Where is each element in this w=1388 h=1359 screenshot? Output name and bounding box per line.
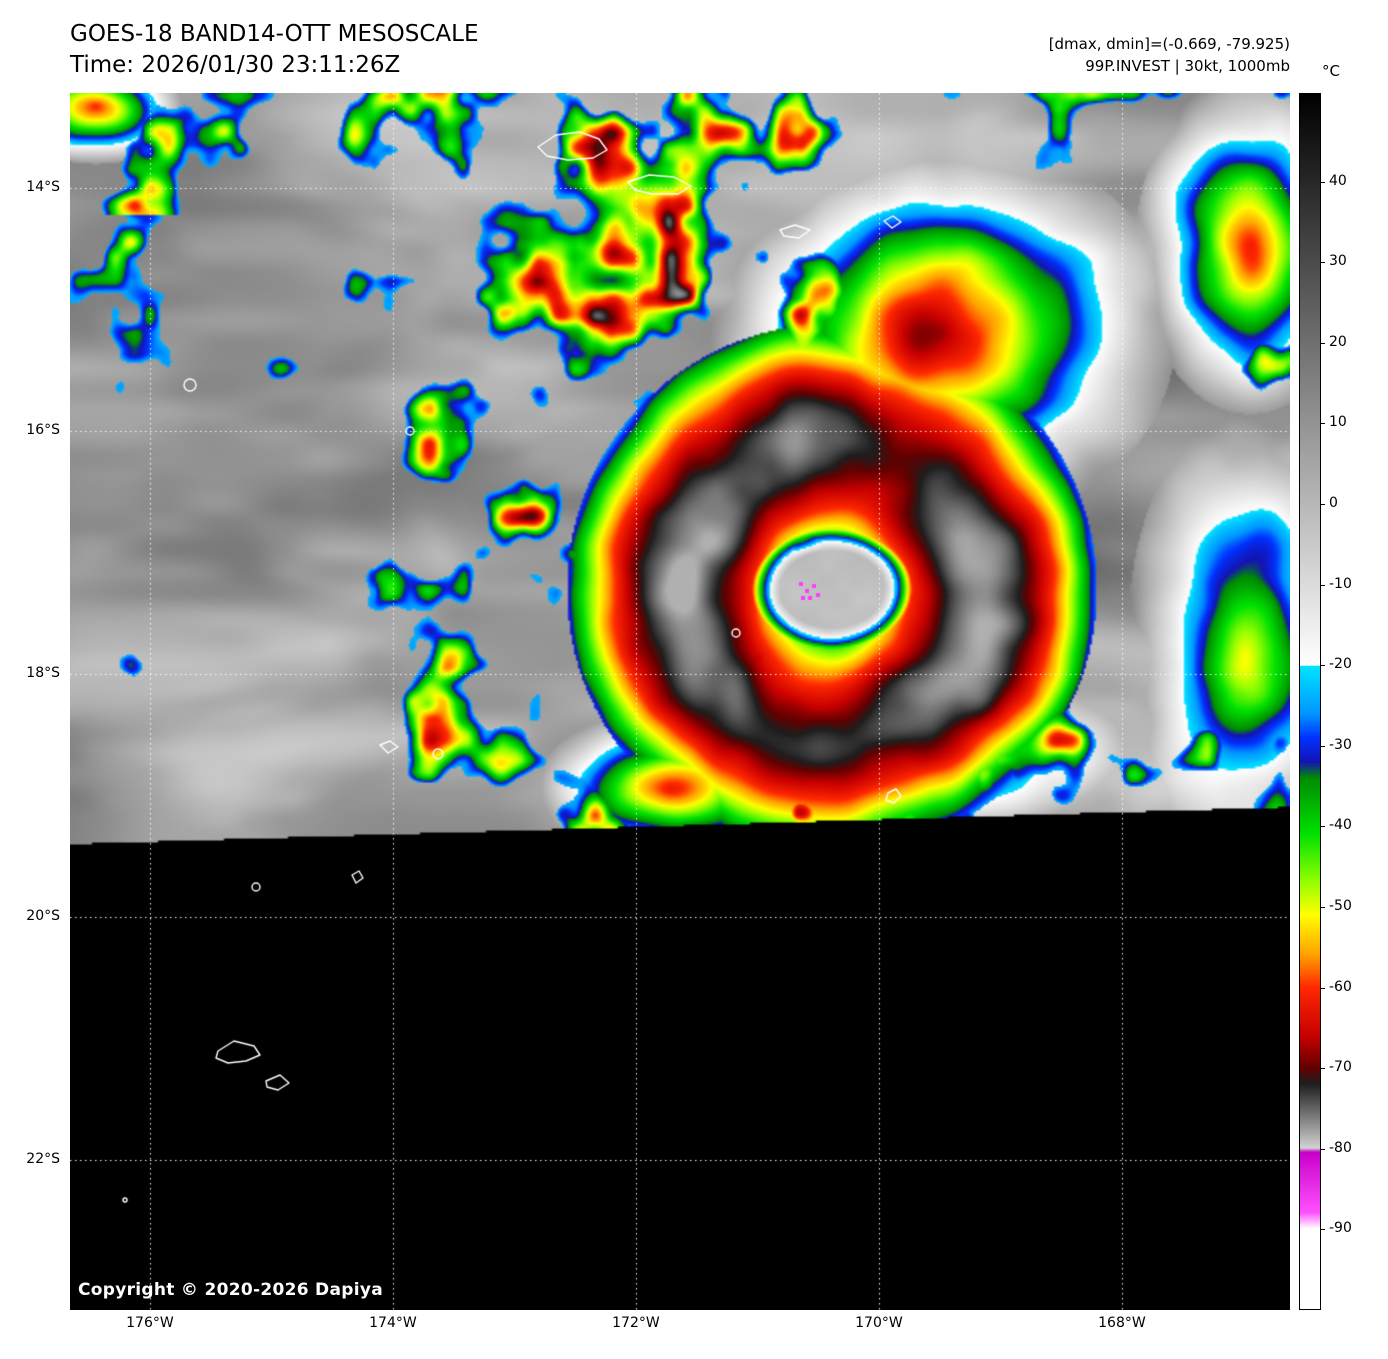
colorbar-tick-mark bbox=[1321, 423, 1325, 425]
colorbar-tick-label: -10 bbox=[1329, 575, 1352, 592]
colorbar-tick-mark bbox=[1321, 342, 1325, 344]
colorbar-tick-label: 30 bbox=[1329, 253, 1347, 270]
colorbar-unit-label: °C bbox=[1322, 62, 1340, 80]
colorbar-tick-mark bbox=[1321, 826, 1325, 828]
colorbar-tick-label: -60 bbox=[1329, 978, 1352, 995]
lon-tick-label: 168°W bbox=[1098, 1315, 1146, 1331]
colorbar-tick-mark bbox=[1321, 181, 1325, 183]
colorbar-tick-label: 20 bbox=[1329, 333, 1347, 350]
latitude-axis: 14°S 16°S 18°S 20°S 22°S bbox=[0, 93, 64, 1310]
colorbar-tick-mark bbox=[1321, 262, 1325, 264]
longitude-axis: 176°W 174°W 172°W 170°W 168°W bbox=[70, 1315, 1290, 1341]
colorbar-tick-mark bbox=[1321, 504, 1325, 506]
colorbar-tick-label: -70 bbox=[1329, 1059, 1352, 1076]
lat-tick-label: 14°S bbox=[26, 179, 60, 195]
colorbar-tick-label: -30 bbox=[1329, 736, 1352, 753]
colorbar bbox=[1299, 93, 1321, 1310]
colorbar-tick-axis: 40 30 20 10 0 -10 -20 -30 -40 -50 -60 -70 -80 -90 bbox=[1321, 93, 1387, 1310]
colorbar-tick-mark bbox=[1321, 665, 1325, 667]
colorbar-tick-mark bbox=[1321, 584, 1325, 586]
lon-tick-label: 172°W bbox=[612, 1315, 660, 1331]
lon-tick-label: 174°W bbox=[369, 1315, 417, 1331]
colorbar-tick-mark bbox=[1321, 1068, 1325, 1070]
colorbar-tick-label: -90 bbox=[1329, 1220, 1352, 1237]
colorbar-tick-mark bbox=[1321, 1148, 1325, 1150]
timestamp-label: Time: 2026/01/30 23:11:26Z bbox=[70, 52, 401, 78]
page-title: GOES-18 BAND14-OTT MESOSCALE bbox=[70, 21, 479, 47]
colorbar-tick-mark bbox=[1321, 1229, 1325, 1231]
dmax-dmin-label: [dmax, dmin]=(-0.669, -79.925) bbox=[1048, 35, 1290, 53]
lat-tick-label: 16°S bbox=[26, 422, 60, 438]
colorbar-tick-label: 10 bbox=[1329, 414, 1347, 431]
colorbar-tick-mark bbox=[1321, 987, 1325, 989]
satellite-map: Copyright © 2020-2026 Dapiya bbox=[70, 93, 1290, 1310]
colorbar-tick-label: -80 bbox=[1329, 1139, 1352, 1156]
lat-tick-label: 18°S bbox=[26, 665, 60, 681]
lat-tick-label: 22°S bbox=[26, 1151, 60, 1167]
lon-tick-label: 176°W bbox=[126, 1315, 174, 1331]
copyright-label: Copyright © 2020-2026 Dapiya bbox=[78, 1280, 383, 1300]
satellite-image bbox=[70, 93, 1290, 1310]
lat-tick-label: 20°S bbox=[26, 908, 60, 924]
lon-tick-label: 170°W bbox=[855, 1315, 903, 1331]
header-right: [dmax, dmin]=(-0.669, -79.925) 99P.INVES… bbox=[1049, 33, 1290, 77]
colorbar-tick-label: -50 bbox=[1329, 898, 1352, 915]
colorbar-tick-label: -20 bbox=[1329, 656, 1352, 673]
colorbar-tick-label: 40 bbox=[1329, 172, 1347, 189]
colorbar-tick-mark bbox=[1321, 907, 1325, 909]
colorbar-tick-mark bbox=[1321, 745, 1325, 747]
colorbar-tick-label: 0 bbox=[1329, 495, 1338, 512]
colorbar-tick-label: -40 bbox=[1329, 817, 1352, 834]
storm-info-label: 99P.INVEST | 30kt, 1000mb bbox=[1085, 57, 1290, 75]
